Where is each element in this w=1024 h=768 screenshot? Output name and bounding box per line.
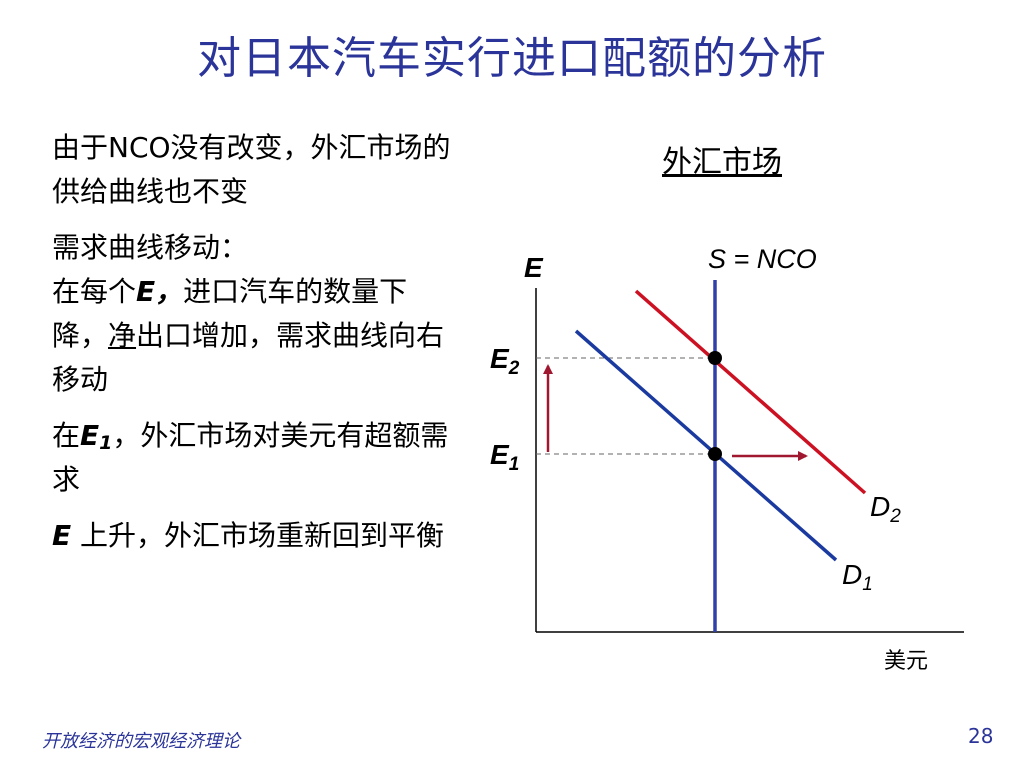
equilibrium-point-e1 [708, 447, 722, 461]
paragraph-supply-unchanged: 由于NCO没有改变，外汇市场的供给曲线也不变 [52, 131, 451, 208]
e2-label: E2 [490, 343, 520, 379]
slide-title: 对日本汽车实行进口配额的分析 [197, 33, 827, 84]
explanation-text: 由于NCO没有改变，外汇市场的供给曲线也不变 需求曲线移动： 在每个E，进口汽车… [52, 126, 452, 570]
exchange-rate-symbol: E， [136, 275, 184, 308]
footer-course-title: 开放经济的宏观经济理论 [42, 731, 240, 752]
paragraph-excess-demand: 在E1，外汇市场对美元有超额需求 [52, 414, 452, 502]
demand-shift-text-a: 在每个 [52, 275, 137, 308]
demand-shift-heading: 需求曲线移动： [52, 231, 249, 264]
d1-label: D1 [842, 559, 873, 595]
e-rises-symbol: E [52, 519, 72, 552]
demand-shift-text-b: 进口汽车的数量下降， [52, 275, 408, 352]
page-number: 28 [968, 724, 994, 748]
demand-shift-text-c: 出口增加，需求曲线向右移动 [52, 319, 445, 396]
paragraph-new-equilibrium: E 上升，外汇市场重新回到平衡 [52, 514, 452, 558]
e1-label: E1 [490, 439, 519, 475]
equilibrium-point-e2 [708, 351, 722, 365]
demand-curve-d2 [634, 289, 867, 495]
paragraph-demand-shift: 需求曲线移动： 在每个E，进口汽车的数量下降，净出口增加，需求曲线向右移动 [52, 226, 452, 402]
supply-label: S = NCO [708, 244, 817, 274]
x-axis-label: 美元 [884, 649, 928, 674]
excess-demand-text-a: 在 [52, 419, 81, 452]
e1-symbol: E [80, 419, 100, 452]
d2-label: D2 [870, 491, 901, 527]
net-underlined: 净 [108, 319, 137, 352]
diagram-title: 外汇市场 [662, 145, 782, 180]
new-equilibrium-text: 上升，外汇市场重新回到平衡 [71, 519, 445, 552]
e1-subscript: 1 [99, 432, 113, 454]
y-axis-label: E [524, 252, 544, 283]
excess-demand-text-b: ，外汇市场对美元有超额需求 [52, 419, 449, 496]
demand-curve-d1 [574, 329, 838, 562]
